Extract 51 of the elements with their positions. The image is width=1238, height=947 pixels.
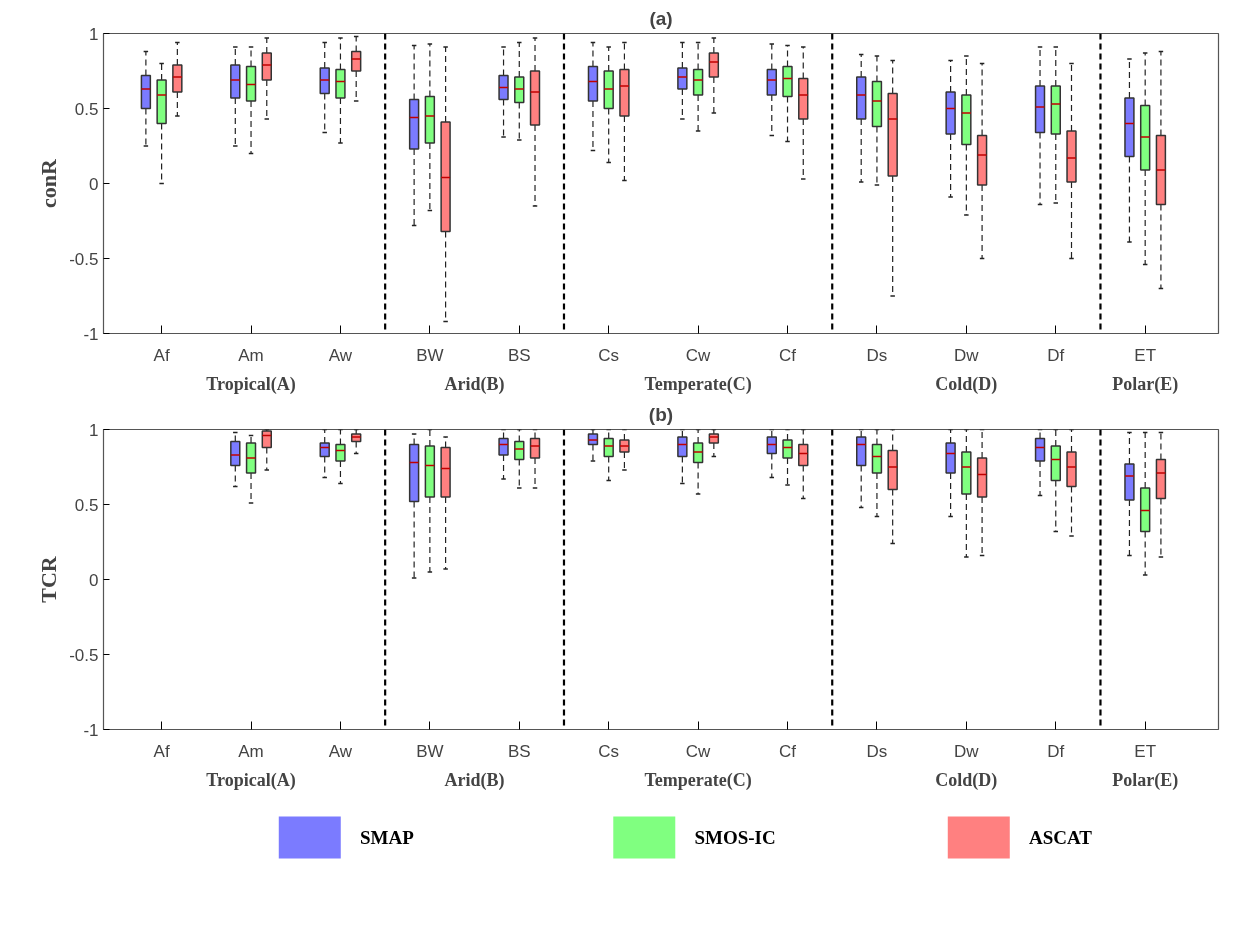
text: Temperate(C) <box>644 373 752 395</box>
legend-label: ASCAT <box>1028 827 1093 848</box>
y-tick-label: -0.5 <box>69 645 99 665</box>
y-tick-label: -0.5 <box>69 249 99 269</box>
chart-title: (a) <box>649 7 673 29</box>
legend-label: SMAP <box>359 827 415 848</box>
y-tick-label: 0.5 <box>74 495 99 515</box>
x-tick-label: Dw <box>954 741 980 761</box>
x-tick-label: ET <box>1134 741 1157 761</box>
y-tick-label: -1 <box>83 324 99 344</box>
text: Tropical(A) <box>206 769 296 791</box>
y-tick-label: -1 <box>83 720 99 740</box>
x-tick-label: BW <box>416 741 444 761</box>
y-tick-label: 1 <box>89 420 99 440</box>
y-tick-label: 0 <box>89 570 99 590</box>
text: Cold(D) <box>935 373 998 395</box>
y-tick-label: 0.5 <box>74 99 99 119</box>
x-tick-label: Dw <box>954 345 980 365</box>
y-axis-title: TCR <box>36 555 62 603</box>
chart-title: (b) <box>648 403 674 425</box>
x-tick-label: BW <box>416 345 444 365</box>
x-tick-label: Ds <box>866 741 888 761</box>
x-tick-label: Cw <box>685 345 712 365</box>
x-tick-label: Af <box>153 741 170 761</box>
x-tick-label: Cw <box>685 741 712 761</box>
y-axis-title: conR <box>36 157 62 208</box>
x-tick-label: Cs <box>598 741 620 761</box>
x-tick-label: Cf <box>779 741 797 761</box>
x-tick-label: Ds <box>866 345 888 365</box>
text: Polar(E) <box>1112 769 1179 791</box>
legend-label: SMOS-IC <box>694 827 776 848</box>
x-tick-label: Af <box>153 345 170 365</box>
text: Cold(D) <box>935 769 998 791</box>
x-tick-label: BS <box>507 345 531 365</box>
x-tick-label: Am <box>238 741 264 761</box>
x-tick-label: Aw <box>328 741 353 761</box>
text: Tropical(A) <box>206 373 296 395</box>
x-tick-label: Cs <box>598 345 620 365</box>
x-tick-label: Cf <box>779 345 797 365</box>
x-tick-label: Df <box>1047 345 1065 365</box>
y-tick-label: 0 <box>89 174 99 194</box>
x-tick-label: Df <box>1047 741 1065 761</box>
text: Temperate(C) <box>644 769 752 791</box>
x-tick-label: ET <box>1134 345 1157 365</box>
text: Polar(E) <box>1112 373 1179 395</box>
x-tick-label: Aw <box>328 345 353 365</box>
x-tick-label: BS <box>507 741 531 761</box>
text: Arid(B) <box>444 769 505 791</box>
text: Arid(B) <box>444 373 505 395</box>
y-tick-label: 1 <box>89 24 99 44</box>
x-tick-label: Am <box>238 345 264 365</box>
